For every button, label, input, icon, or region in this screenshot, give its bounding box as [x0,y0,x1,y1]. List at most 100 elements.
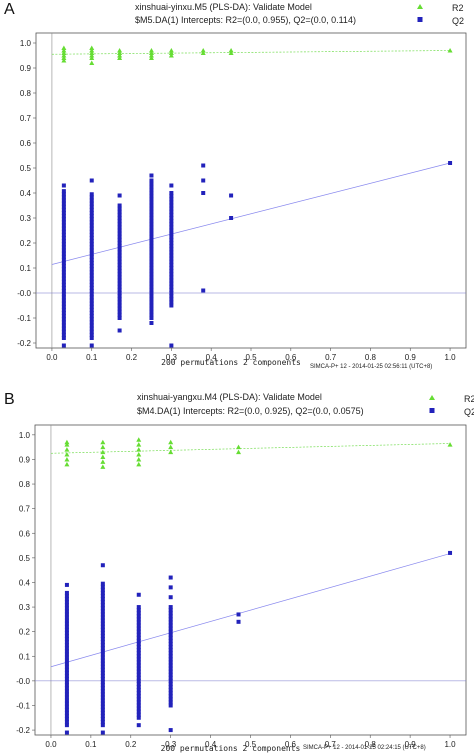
q2-point [89,229,94,234]
q2-point [169,228,174,233]
q2-point [229,216,234,220]
q2-point-column [89,192,94,340]
q2-point [64,664,69,669]
q2-point [201,191,206,195]
legend-r2-marker [417,4,423,9]
q2-point [149,272,154,277]
q2-point [100,581,105,586]
q2-point [168,654,173,659]
r2-point [136,456,142,462]
r2-point [100,454,106,459]
q2-point [100,677,105,682]
r2-point [61,58,67,63]
q2-point [89,264,94,269]
q2-point [169,275,174,280]
q2-point [149,303,154,308]
q2-point [169,237,174,242]
q2-point [149,278,154,283]
q2-point [149,266,154,270]
y-tick-label: 0.5 [20,164,32,173]
q2-point [61,323,66,328]
q2-point [89,204,94,209]
q2-point [61,343,66,348]
r2-point [89,48,95,53]
q2-point [149,222,154,227]
q2-point [61,217,66,222]
q2-point [64,723,69,728]
q2-point [61,229,66,234]
q2-point [89,232,94,237]
q2-point [149,209,154,214]
q2-point [100,609,105,614]
q2-point [100,720,105,725]
y-tick-label: -0.2 [17,339,31,348]
q2-point [89,257,94,262]
q2-point [64,590,69,595]
q2-point [61,314,66,319]
q2-point [117,309,122,314]
q2-point [168,672,173,677]
r2-point [100,439,106,445]
q2-point [100,633,105,638]
q2-point [64,717,69,722]
q2-point [100,670,105,675]
q2-point [100,597,105,602]
q2-point [136,712,141,717]
q2-point [89,245,94,250]
q2-point [61,282,66,287]
q2-regression-line [51,162,451,265]
q2-point [89,201,94,206]
q2-point [168,635,173,640]
q2-point [89,226,94,231]
r2-point [168,439,174,445]
r2-point [236,444,242,450]
q2-point [236,619,241,624]
q2-point [117,212,122,217]
q2-point [168,620,173,625]
q2-point [136,672,141,677]
q2-point [89,195,94,200]
x-tick-label: 0.0 [45,740,57,749]
q2-point [149,291,154,295]
q2-point [61,226,66,231]
q2-point [64,633,69,638]
q2-point [64,615,69,620]
q2-point [149,300,154,305]
x-tick-label: 0.1 [85,740,97,749]
q2-point [89,178,94,183]
q2-point [149,321,154,325]
legend-r2-label: R2 [464,394,474,404]
q2-point [100,587,105,592]
q2-point-column [100,581,105,728]
q2-point [64,701,69,706]
q2-point [89,317,94,322]
q2-point [64,618,69,623]
q2-point [100,655,105,660]
q2-point [168,651,173,656]
q2-point [64,597,69,602]
q2-point [149,200,154,205]
q2-point [169,278,174,283]
q2-point [149,269,154,274]
q2-point [61,220,66,225]
q2-point [89,326,94,331]
q2-point [61,223,66,228]
q2-point [61,317,66,322]
q2-point [149,312,154,317]
q2-point [169,241,174,245]
q2-point [149,237,154,242]
r2-point [168,449,174,455]
x-axis-label: 200 permutations 2 components [161,358,301,367]
q2-point [89,292,94,297]
q2-point [100,723,105,728]
q2-point [149,306,154,311]
r2-point [447,442,453,447]
q2-point [100,646,105,651]
q2-point [136,629,141,634]
q2-point [136,685,141,690]
q2-point [61,192,66,197]
q2-point [61,273,66,278]
y-tick-label: 0.3 [20,214,32,223]
q2-point [61,242,66,247]
